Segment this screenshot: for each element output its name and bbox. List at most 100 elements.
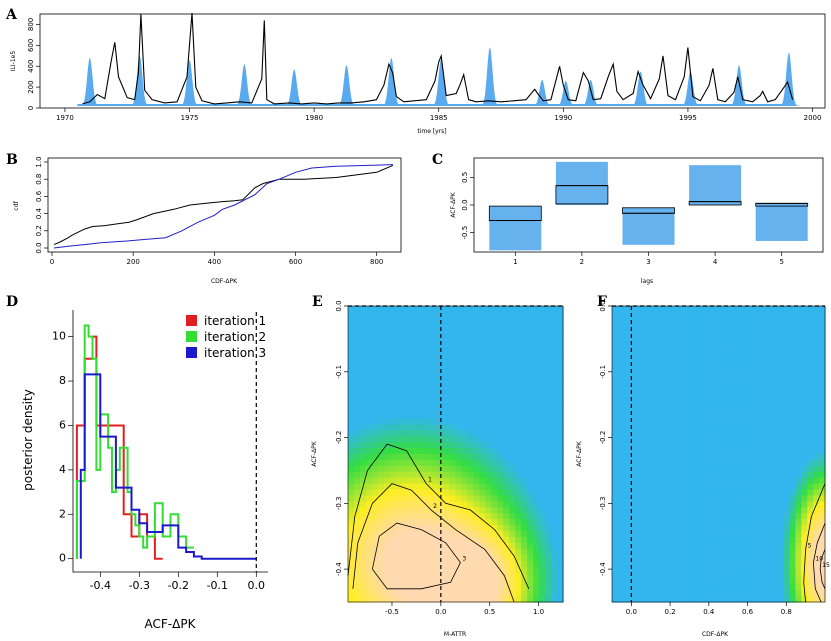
heatmap-cell: [443, 501, 451, 508]
heatmap-cell: [431, 377, 439, 384]
x-axis-tick-label: -0.2: [168, 579, 189, 592]
heatmap-cell: [533, 560, 540, 568]
heatmap-cell: [623, 566, 631, 573]
heatmap-cell: [533, 471, 540, 479]
heatmap-cell: [700, 477, 708, 485]
heatmap-cell: [353, 388, 361, 396]
heatmap-cell: [431, 371, 439, 378]
heatmap-cell: [449, 442, 457, 449]
heatmap-cell: [365, 394, 373, 402]
x-axis-tick-label: 0.5: [484, 608, 495, 616]
plot-frame: [47, 157, 402, 253]
heatmap-cell: [545, 400, 552, 408]
heatmap-cell: [503, 394, 510, 402]
heatmap-cell: [665, 519, 672, 526]
heatmap-cell: [617, 560, 625, 568]
heatmap-cell: [413, 536, 421, 544]
heatmap-cell: [533, 483, 540, 491]
heatmap-cell: [509, 483, 516, 491]
heatmap-cell: [419, 371, 427, 378]
heatmap-cell: [491, 311, 498, 319]
heatmap-cell: [521, 489, 528, 497]
plot-frame: [39, 13, 826, 109]
heatmap-cell: [348, 572, 355, 579]
heatmap-cell: [742, 483, 749, 491]
heatmap-cell: [419, 572, 427, 579]
heatmap-cell: [700, 400, 708, 408]
heatmap-cell: [718, 418, 726, 425]
simulated-peak: [335, 65, 358, 106]
heatmap-cell: [653, 459, 660, 467]
heatmap-cell: [348, 353, 355, 360]
simulated-peak: [430, 59, 452, 106]
heatmap-cell: [724, 388, 731, 396]
heatmap-cell: [694, 495, 702, 502]
heatmap-cell: [783, 400, 791, 408]
heatmap-cell: [647, 513, 655, 520]
heatmap-cell: [801, 495, 808, 502]
heatmap-cell: [371, 430, 379, 437]
heatmap-cell: [635, 341, 643, 349]
heatmap-cell: [759, 477, 767, 485]
heatmap-cell: [724, 471, 731, 479]
heatmap-cell: [754, 554, 761, 562]
heatmap-cell: [635, 477, 643, 485]
heatmap-cell: [795, 448, 802, 455]
heatmap-cell: [395, 442, 403, 449]
heatmap-cell: [455, 596, 463, 603]
heatmap-cell: [653, 353, 660, 360]
heatmap-cell: [455, 489, 463, 497]
heatmap-cell: [407, 495, 415, 502]
heatmap-cell: [479, 501, 486, 508]
heatmap-cell: [718, 554, 726, 562]
heatmap-cell: [431, 519, 439, 526]
heatmap-cell: [527, 365, 534, 372]
heatmap-cell: [449, 424, 457, 431]
heatmap-cell: [759, 442, 767, 449]
heatmap-cell: [765, 359, 773, 366]
heatmap-cell: [612, 382, 619, 390]
heatmap-cell: [443, 525, 451, 532]
heatmap-cell: [557, 560, 564, 568]
heatmap-cell: [443, 578, 451, 585]
heatmap-cell: [623, 418, 631, 425]
heatmap-cell: [736, 459, 743, 467]
heatmap-cell: [497, 513, 504, 520]
heatmap-cell: [371, 329, 379, 337]
heatmap-cell: [359, 412, 367, 420]
heatmap-cell: [533, 306, 540, 313]
heatmap-cell: [813, 430, 820, 437]
heatmap-cell: [473, 418, 480, 425]
heatmap-cell: [533, 530, 540, 538]
heatmap-cell: [443, 412, 451, 420]
heatmap-cell: [789, 400, 797, 408]
heatmap-cell: [748, 454, 755, 461]
heatmap-cell: [771, 347, 779, 354]
heatmap-cell: [623, 388, 631, 396]
heatmap-cell: [694, 448, 702, 455]
heatmap-cell: [683, 371, 690, 378]
heatmap-cell: [521, 430, 528, 437]
heatmap-cell: [771, 548, 779, 556]
heatmap-cell: [539, 317, 546, 325]
heatmap-cell: [479, 329, 486, 337]
panel-label-b: B: [6, 152, 18, 168]
heatmap-cell: [700, 471, 708, 479]
heatmap-cell: [443, 329, 451, 337]
x-axis-label: CDF-ΔPK: [211, 278, 238, 285]
heatmap-cell: [629, 382, 637, 390]
heatmap-cell: [759, 584, 767, 591]
heatmap-cell: [413, 377, 421, 384]
heatmap-cell: [377, 501, 385, 508]
heatmap-cell: [557, 394, 564, 402]
heatmap-cell: [813, 359, 820, 366]
heatmap-cell: [395, 465, 403, 473]
heatmap-cell: [479, 554, 486, 562]
simulated-peak: [531, 79, 553, 106]
heatmap-cell: [491, 436, 498, 443]
heatmap-cell: [443, 418, 451, 425]
heatmap-cell: [683, 400, 690, 408]
heatmap-cell: [348, 454, 355, 461]
heatmap-cell: [665, 483, 672, 491]
heatmap-cell: [748, 430, 755, 437]
